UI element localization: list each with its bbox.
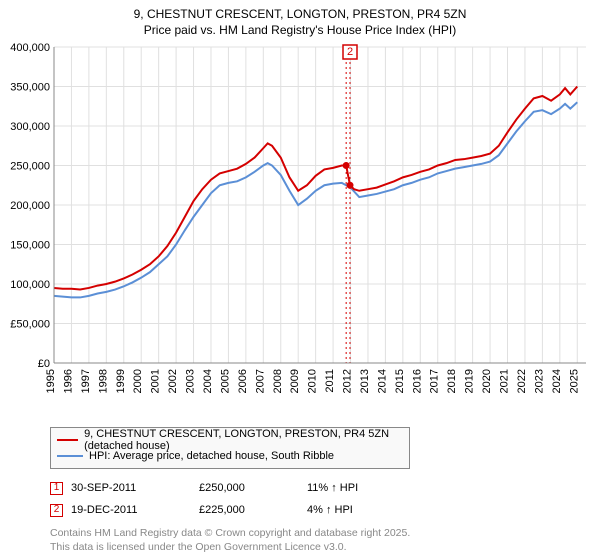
chart-container: 9, CHESTNUT CRESCENT, LONGTON, PRESTON, … <box>0 0 600 560</box>
svg-text:2002: 2002 <box>167 369 179 393</box>
svg-text:2005: 2005 <box>219 369 231 393</box>
transaction-price: £250,000 <box>199 482 299 494</box>
svg-text:2011: 2011 <box>324 369 336 393</box>
svg-text:2023: 2023 <box>533 369 545 393</box>
transaction-hpi: 4% ↑ HPI <box>307 504 407 516</box>
svg-text:2010: 2010 <box>307 369 319 393</box>
footer-attribution: Contains HM Land Registry data © Crown c… <box>50 527 590 554</box>
svg-text:1997: 1997 <box>80 369 92 393</box>
svg-text:2013: 2013 <box>359 369 371 393</box>
svg-text:£250,000: £250,000 <box>10 161 50 173</box>
svg-text:2014: 2014 <box>376 369 388 393</box>
svg-text:£0: £0 <box>38 358 50 370</box>
svg-text:2016: 2016 <box>411 369 423 393</box>
svg-text:2017: 2017 <box>429 369 441 393</box>
svg-text:2004: 2004 <box>202 369 214 393</box>
svg-text:£100,000: £100,000 <box>10 279 50 291</box>
legend-swatch <box>57 455 83 457</box>
legend-label: HPI: Average price, detached house, Sout… <box>89 450 334 462</box>
transaction-marker: 2 <box>50 504 63 517</box>
transaction-table: 1 30-SEP-2011 £250,000 11% ↑ HPI 2 19-DEC-201… <box>50 477 590 521</box>
svg-text:1998: 1998 <box>97 369 109 393</box>
svg-text:2024: 2024 <box>551 369 563 393</box>
svg-text:£400,000: £400,000 <box>10 42 50 54</box>
title-block: 9, CHESTNUT CRESCENT, LONGTON, PRESTON, … <box>10 6 590 38</box>
chart-title: 9, CHESTNUT CRESCENT, LONGTON, PRESTON, … <box>10 6 590 22</box>
legend-swatch <box>57 439 78 441</box>
legend-label: 9, CHESTNUT CRESCENT, LONGTON, PRESTON, … <box>84 428 403 452</box>
svg-text:£50,000: £50,000 <box>10 319 50 331</box>
svg-text:2020: 2020 <box>481 369 493 393</box>
legend: 9, CHESTNUT CRESCENT, LONGTON, PRESTON, … <box>50 427 410 469</box>
svg-text:2007: 2007 <box>254 369 266 393</box>
svg-text:2012: 2012 <box>342 369 354 393</box>
svg-text:£350,000: £350,000 <box>10 82 50 94</box>
svg-text:£150,000: £150,000 <box>10 240 50 252</box>
svg-text:£200,000: £200,000 <box>10 200 50 212</box>
svg-text:2019: 2019 <box>464 369 476 393</box>
transaction-date: 19-DEC-2011 <box>71 504 191 516</box>
svg-text:2000: 2000 <box>132 369 144 393</box>
svg-text:2018: 2018 <box>446 369 458 393</box>
svg-text:2025: 2025 <box>568 369 580 393</box>
svg-text:2001: 2001 <box>150 369 162 393</box>
transaction-row: 1 30-SEP-2011 £250,000 11% ↑ HPI <box>50 477 590 499</box>
svg-text:2006: 2006 <box>237 369 249 393</box>
footer-line-1: Contains HM Land Registry data © Crown c… <box>50 527 590 541</box>
transaction-hpi: 11% ↑ HPI <box>307 482 407 494</box>
transaction-price: £225,000 <box>199 504 299 516</box>
transaction-date: 30-SEP-2011 <box>71 482 191 494</box>
chart-subtitle: Price paid vs. HM Land Registry's House … <box>10 22 590 38</box>
chart-area: £0 £50,000 £100,000 £150,000 £200,000 £250,00… <box>10 41 590 421</box>
transaction-marker: 1 <box>50 482 63 495</box>
svg-text:1999: 1999 <box>115 369 127 393</box>
line-chart-svg: £0 £50,000 £100,000 £150,000 £200,000 £250,00… <box>10 41 590 421</box>
svg-text:1995: 1995 <box>45 369 57 393</box>
svg-text:2022: 2022 <box>516 369 528 393</box>
legend-item: 9, CHESTNUT CRESCENT, LONGTON, PRESTON, … <box>57 432 403 448</box>
svg-text:2015: 2015 <box>394 369 406 393</box>
footer-line-2: This data is licensed under the Open Gov… <box>50 541 590 555</box>
svg-text:2009: 2009 <box>289 369 301 393</box>
svg-text:£300,000: £300,000 <box>10 121 50 133</box>
svg-text:2: 2 <box>347 46 353 58</box>
svg-text:2003: 2003 <box>185 369 197 393</box>
svg-text:2021: 2021 <box>499 369 511 393</box>
svg-text:1996: 1996 <box>62 369 74 393</box>
svg-text:2008: 2008 <box>272 369 284 393</box>
transaction-row: 2 19-DEC-2011 £225,000 4% ↑ HPI <box>50 499 590 521</box>
